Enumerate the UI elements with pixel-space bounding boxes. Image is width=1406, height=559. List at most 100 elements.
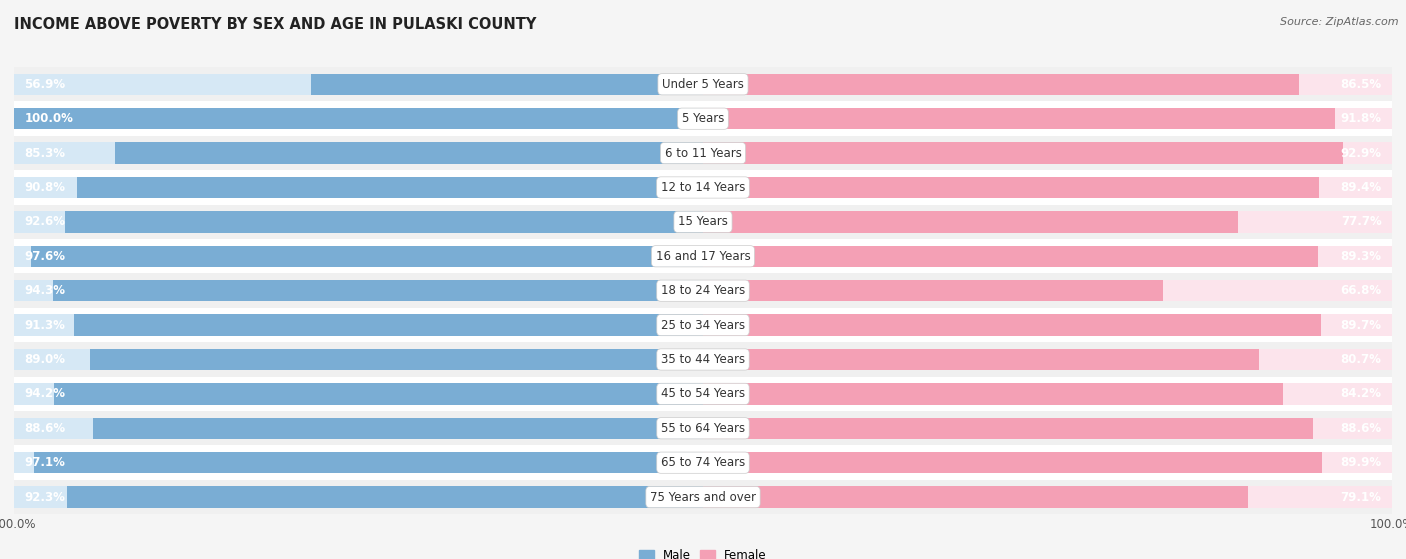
Bar	[703, 383, 1284, 405]
Bar	[14, 102, 1392, 136]
Text: 6 to 11 Years: 6 to 11 Years	[665, 146, 741, 159]
Bar	[703, 245, 1319, 267]
Text: 75 Years and over: 75 Years and over	[650, 491, 756, 504]
Text: 56.9%: 56.9%	[24, 78, 66, 91]
Bar	[703, 418, 1392, 439]
Text: 86.5%: 86.5%	[1340, 78, 1382, 91]
Bar	[14, 74, 703, 95]
Bar	[14, 314, 703, 336]
Bar	[703, 314, 1392, 336]
Text: 85.3%: 85.3%	[24, 146, 66, 159]
Bar	[703, 74, 1299, 95]
Bar	[14, 108, 703, 129]
Text: 92.9%: 92.9%	[1340, 146, 1382, 159]
Bar	[14, 308, 1392, 342]
Bar	[703, 486, 1392, 508]
Bar	[14, 342, 1392, 377]
Bar	[53, 383, 703, 405]
Text: 91.8%: 91.8%	[1340, 112, 1382, 125]
Text: 89.0%: 89.0%	[24, 353, 66, 366]
Bar	[703, 486, 1249, 508]
Legend: Male, Female: Male, Female	[634, 544, 772, 559]
Bar	[14, 143, 703, 164]
Bar	[14, 383, 703, 405]
Bar	[14, 377, 1392, 411]
Text: 89.7%: 89.7%	[1340, 319, 1382, 331]
Bar	[14, 67, 1392, 102]
Bar	[703, 177, 1392, 198]
Bar	[14, 239, 1392, 273]
Bar	[703, 211, 1392, 233]
Bar	[703, 143, 1392, 164]
Bar	[14, 486, 703, 508]
Bar	[14, 452, 703, 473]
Bar	[703, 418, 1313, 439]
Bar	[77, 177, 703, 198]
Text: Source: ZipAtlas.com: Source: ZipAtlas.com	[1281, 17, 1399, 27]
Bar	[703, 177, 1319, 198]
Text: 90.8%: 90.8%	[24, 181, 66, 194]
Bar	[14, 205, 1392, 239]
Text: 35 to 44 Years: 35 to 44 Years	[661, 353, 745, 366]
Text: 66.8%: 66.8%	[1340, 284, 1382, 297]
Bar	[703, 245, 1392, 267]
Bar	[31, 245, 703, 267]
Text: 89.9%: 89.9%	[1340, 456, 1382, 469]
Bar	[703, 211, 1239, 233]
Bar	[14, 411, 1392, 446]
Bar	[703, 74, 1392, 95]
Text: Under 5 Years: Under 5 Years	[662, 78, 744, 91]
Bar	[65, 211, 703, 233]
Text: 84.2%: 84.2%	[1340, 387, 1382, 400]
Bar	[14, 446, 1392, 480]
Text: 89.3%: 89.3%	[1340, 250, 1382, 263]
Bar	[34, 452, 703, 473]
Text: 94.3%: 94.3%	[24, 284, 66, 297]
Text: 15 Years: 15 Years	[678, 215, 728, 229]
Bar	[703, 349, 1258, 370]
Bar	[703, 314, 1322, 336]
Text: 18 to 24 Years: 18 to 24 Years	[661, 284, 745, 297]
Text: 16 and 17 Years: 16 and 17 Years	[655, 250, 751, 263]
Bar	[14, 170, 1392, 205]
Text: 79.1%: 79.1%	[1341, 491, 1382, 504]
Text: 89.4%: 89.4%	[1340, 181, 1382, 194]
Bar	[703, 452, 1323, 473]
Text: 88.6%: 88.6%	[24, 422, 66, 435]
Bar	[14, 177, 703, 198]
Text: 100.0%: 100.0%	[24, 112, 73, 125]
Text: 97.1%: 97.1%	[24, 456, 65, 469]
Text: 45 to 54 Years: 45 to 54 Years	[661, 387, 745, 400]
Text: 55 to 64 Years: 55 to 64 Years	[661, 422, 745, 435]
Bar	[703, 383, 1392, 405]
Text: 94.2%: 94.2%	[24, 387, 66, 400]
Text: 91.3%: 91.3%	[24, 319, 65, 331]
Bar	[311, 74, 703, 95]
Bar	[14, 245, 703, 267]
Bar	[14, 349, 703, 370]
Bar	[53, 280, 703, 301]
Text: 80.7%: 80.7%	[1341, 353, 1382, 366]
Bar	[14, 136, 1392, 170]
Text: 12 to 14 Years: 12 to 14 Years	[661, 181, 745, 194]
Bar	[67, 486, 703, 508]
Bar	[93, 418, 703, 439]
Bar	[14, 480, 1392, 514]
Bar	[75, 314, 703, 336]
Text: 92.3%: 92.3%	[24, 491, 65, 504]
Bar	[115, 143, 703, 164]
Bar	[14, 280, 703, 301]
Bar	[14, 108, 703, 129]
Text: 5 Years: 5 Years	[682, 112, 724, 125]
Bar	[703, 108, 1392, 129]
Text: 77.7%: 77.7%	[1341, 215, 1382, 229]
Bar	[14, 273, 1392, 308]
Bar	[703, 108, 1336, 129]
Text: 25 to 34 Years: 25 to 34 Years	[661, 319, 745, 331]
Text: 97.6%: 97.6%	[24, 250, 66, 263]
Bar	[703, 349, 1392, 370]
Bar	[703, 452, 1392, 473]
Text: INCOME ABOVE POVERTY BY SEX AND AGE IN PULASKI COUNTY: INCOME ABOVE POVERTY BY SEX AND AGE IN P…	[14, 17, 537, 32]
Bar	[703, 280, 1163, 301]
Text: 65 to 74 Years: 65 to 74 Years	[661, 456, 745, 469]
